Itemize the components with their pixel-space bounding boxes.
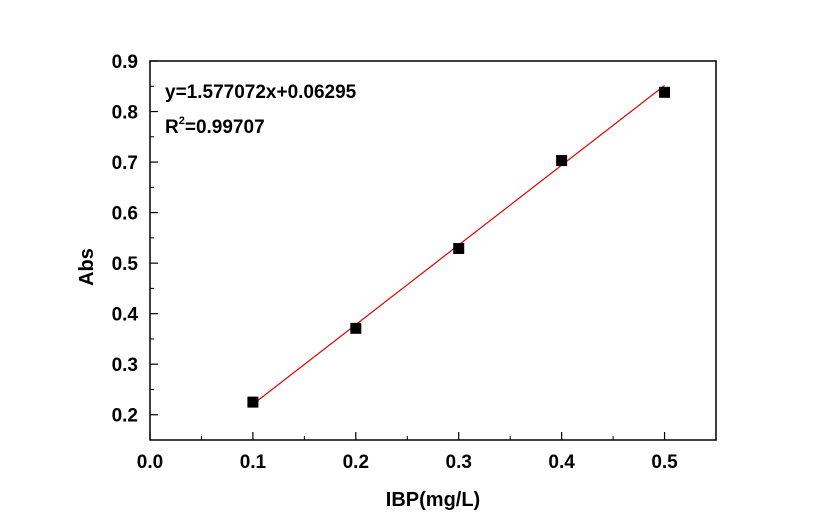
y-axis-title: Abs — [76, 248, 98, 286]
y-tick-labels: 0.2 0.3 0.4 0.5 0.6 0.7 0.8 0.9 — [112, 52, 139, 427]
x-tick-label: 0.0 — [137, 452, 163, 473]
y-tick-label: 0.2 — [112, 406, 138, 427]
x-axis-title: IBP(mg/L) — [386, 489, 480, 511]
y-tick-label: 0.9 — [112, 52, 138, 73]
data-point — [350, 322, 362, 334]
plot-frame — [149, 60, 717, 441]
y-tick-label: 0.8 — [112, 103, 138, 124]
x-tick-label: 0.3 — [446, 452, 472, 473]
x-tick-label: 0.2 — [343, 452, 369, 473]
x-tick-label: 0.5 — [651, 452, 678, 473]
data-points — [247, 86, 671, 408]
y-tick-label: 0.6 — [112, 204, 138, 225]
y-tick-label: 0.3 — [112, 355, 138, 376]
ticks-layer — [149, 60, 666, 441]
x-tick-label: 0.4 — [548, 452, 575, 473]
data-point — [659, 86, 671, 98]
data-point — [247, 396, 259, 408]
equation-label: y=1.577072x+0.06295 — [165, 82, 357, 103]
data-point — [453, 242, 465, 254]
r-squared-prefix: R — [165, 117, 179, 138]
r-squared-superscript: 2 — [179, 115, 185, 127]
x-tick-label: 0.1 — [240, 452, 267, 473]
y-tick-label: 0.4 — [112, 305, 139, 326]
y-tick-label: 0.5 — [112, 254, 139, 275]
r-squared-label: R2=0.99707 — [165, 115, 265, 138]
data-point — [556, 155, 568, 167]
r-squared-value: =0.99707 — [185, 117, 265, 138]
x-tick-labels: 0.0 0.1 0.2 0.3 0.4 0.5 — [137, 452, 678, 473]
y-tick-label: 0.7 — [112, 153, 138, 174]
